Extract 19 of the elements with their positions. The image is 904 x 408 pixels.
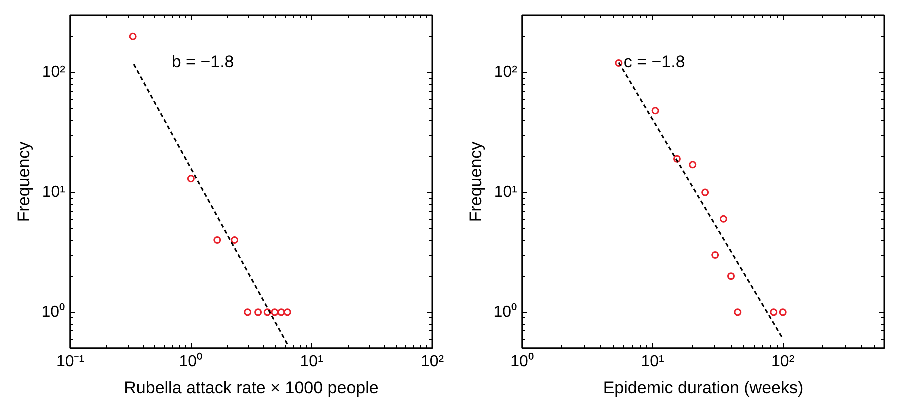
y-axis-title: Frequency [14,141,34,222]
y-tick-label: 10² [42,64,66,82]
y-tick-label: 10¹ [42,184,66,202]
annotation: b = −1.8 [172,52,234,72]
x-tick-label: 10⁻¹ [56,354,85,370]
y-tick-label: 10⁰ [42,302,66,321]
x-tick-label: 10² [772,354,796,370]
x-axis-title: Epidemic duration (weeks) [603,378,804,398]
y-tick-label: 10⁰ [494,302,518,321]
y-tick-label: 10¹ [494,184,518,202]
x-tick-label: 10⁰ [510,352,534,370]
x-tick-label: 10¹ [300,354,324,370]
y-tick-label: 10² [494,64,518,82]
y-axis-title: Frequency [466,141,486,222]
annotation: c = −1.8 [624,52,686,72]
x-tick-label: 10² [420,354,445,370]
x-tick-label: 10¹ [641,354,664,370]
x-tick-label: 10⁰ [179,352,204,370]
x-axis-title: Rubella attack rate × 1000 people [124,378,379,398]
